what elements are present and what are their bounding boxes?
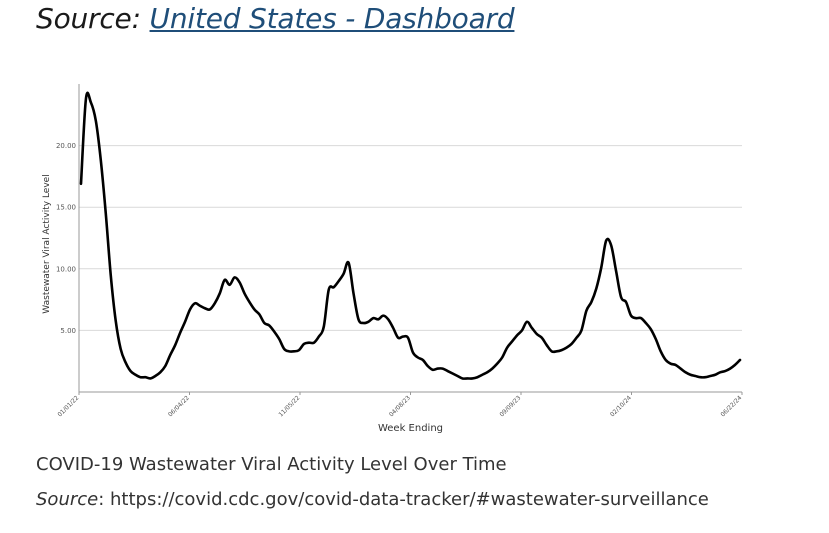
y-axis-title: Wastewater Viral Activity Level bbox=[42, 174, 52, 313]
y-tick-label: 10.00 bbox=[56, 265, 76, 273]
source-citation: Source: https://covid.cdc.gov/covid-data… bbox=[36, 489, 709, 510]
chart-caption: COVID-19 Wastewater Viral Activity Level… bbox=[36, 454, 507, 475]
x-tick-label: 06/04/22 bbox=[167, 394, 191, 418]
x-axis-title: Week Ending bbox=[378, 423, 443, 434]
wastewater-line-chart: 20.00 15.00 10.00 5.00 01/01/22 06/04/22 11/05… bbox=[42, 84, 744, 434]
x-tick-label: 11/05/22 bbox=[277, 394, 301, 418]
page-title: Source: United States - Dashboard bbox=[36, 2, 515, 35]
dashboard-link[interactable]: United States - Dashboard bbox=[149, 2, 515, 35]
y-tick-label: 15.00 bbox=[56, 204, 76, 212]
x-tick-label: 06/22/24 bbox=[719, 394, 743, 418]
source-label: Source bbox=[36, 489, 99, 510]
series-line bbox=[79, 91, 742, 380]
x-tick-label: 09/09/23 bbox=[498, 394, 522, 418]
x-tick-label: 02/10/24 bbox=[609, 394, 633, 418]
x-tick-label: 04/08/23 bbox=[388, 394, 412, 418]
x-tick-label: 01/01/22 bbox=[56, 394, 80, 418]
y-tick-label: 20.00 bbox=[56, 142, 76, 150]
source-prefix: Source: bbox=[36, 2, 150, 35]
y-tick-label: 5.00 bbox=[60, 327, 76, 335]
source-url: : https://covid.cdc.gov/covid-data-track… bbox=[98, 489, 709, 510]
